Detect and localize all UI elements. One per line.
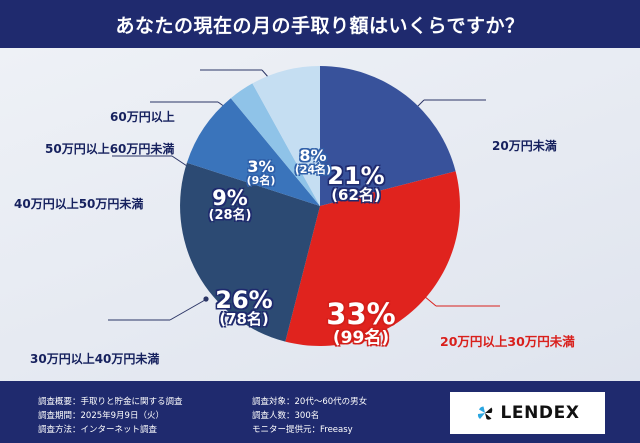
lendex-logo-text: LENDEX [500, 403, 580, 423]
pie-slice-20man-miman [320, 66, 456, 206]
pie-slice-40-50man [186, 98, 320, 206]
footer-left-line2: 調査期間：2025年9月9日（火） [38, 410, 164, 421]
pie-svg [180, 66, 460, 346]
callout-label-20man-miman: 20万円未満 [492, 139, 557, 153]
pie-slice-30-40man [180, 162, 320, 342]
lendex-logo: LENDEX [450, 392, 605, 434]
footer-left-line1: 調査概要：手取りと貯金に関する調査 [38, 397, 183, 407]
lendex-mark-icon [478, 406, 493, 420]
footer-survey-info-right: 調査対象：20代〜60代の男女 調査人数：300名 モニター提供元：Freeas… [252, 396, 367, 437]
header-bar: あなたの現在の月の手取り額はいくらですか？ [0, 0, 640, 48]
pie-slice-60man-ijou [252, 66, 320, 206]
pie-slice-50-60man [230, 83, 320, 206]
callout-label-50-60man: 50万円以上60万円未満 [45, 142, 175, 156]
chart-stage: 21% (62名) 33% (99名) 26% (78名) 9% (28名) 3… [0, 48, 640, 381]
footer-survey-info-left: 調査概要：手取りと貯金に関する調査 調査期間：2025年9月9日（火） 調査方法… [38, 396, 183, 437]
footer-left-line3: 調査方法：インターネット調査 [38, 424, 158, 435]
callout-label-30-40man: 30万円以上40万円未満 [30, 352, 160, 366]
footer-right-line3: モニター提供元：Freeasy [252, 424, 353, 435]
footer-right-line1: 調査対象：20代〜60代の男女 [252, 397, 368, 407]
pie-chart [170, 56, 470, 356]
callout-label-40-50man: 40万円以上50万円未満 [14, 197, 144, 211]
callout-label-20-30man: 20万円以上30万円未満 [440, 334, 575, 349]
footer-right-line2: 調査人数：300名 [252, 410, 320, 421]
pie-slice-20-30man [285, 171, 460, 346]
callout-label-60man-ijou: 60万円以上 [110, 110, 175, 124]
page-title: あなたの現在の月の手取り額はいくらですか？ [115, 14, 525, 37]
